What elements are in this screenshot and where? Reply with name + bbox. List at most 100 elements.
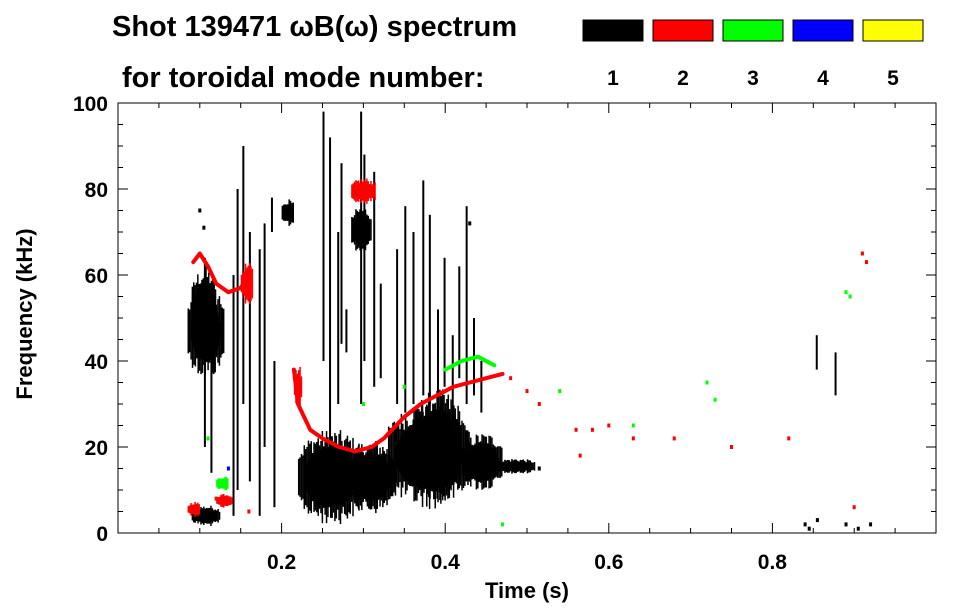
series-1-streak-7 <box>263 223 266 447</box>
y-axis-label: Frequency (kHz) <box>12 228 37 399</box>
legend-swatch-2 <box>652 19 714 42</box>
series-3-point-9 <box>206 436 210 441</box>
series-2-point-8 <box>730 445 733 449</box>
series-3-point-7 <box>361 402 365 406</box>
series-3-curve-0 <box>443 354 497 372</box>
x-tick-label: 0.2 <box>267 551 296 574</box>
series-3-point-8 <box>402 384 406 389</box>
series-1-streak-1 <box>210 283 213 473</box>
series-2-point-4 <box>590 427 594 432</box>
chart-subtitle: for toroidal mode number: <box>122 62 485 94</box>
series-2-curve-3 <box>353 187 374 200</box>
series-1-point-3 <box>844 522 848 527</box>
series-1-point-9 <box>537 466 541 471</box>
series-2-point-14 <box>247 509 251 514</box>
series-3-point-1 <box>844 290 848 295</box>
series-1-streak-2 <box>232 275 235 516</box>
y-tick-label: 20 <box>85 437 108 460</box>
series-1-point-8 <box>468 221 472 226</box>
series-2-point-6 <box>631 436 635 441</box>
y-tick-label: 60 <box>85 265 108 288</box>
series-2-point-9 <box>787 436 791 441</box>
series-3-point-3 <box>705 380 709 385</box>
series-2-point-13 <box>214 496 218 501</box>
x-tick-label: 0.8 <box>758 551 788 574</box>
axis-ticks: 0.2 0.4 0.6 0.8 0 20 40 60 80 100 <box>73 93 936 574</box>
data-layer <box>187 111 873 531</box>
series-1-streak-27 <box>458 266 461 379</box>
series-2-point-15 <box>578 453 582 458</box>
series-1-streak-24 <box>437 309 440 422</box>
series-1-point-4 <box>856 526 860 531</box>
series-1-point-0 <box>803 522 807 527</box>
legend-label-4: 4 <box>817 67 829 90</box>
series-4-point-0 <box>226 466 230 471</box>
series-1-streak-17 <box>373 171 376 387</box>
series-1-streak-19 <box>396 249 399 404</box>
series-1-blob-4 <box>347 441 397 514</box>
legend-label-2: 2 <box>677 67 689 90</box>
series-1-point-2 <box>815 518 819 523</box>
x-tick-label: 0.4 <box>431 551 461 574</box>
series-2-point-5 <box>607 423 611 428</box>
series-3-point-6 <box>558 389 562 394</box>
series-1-streak-20 <box>404 206 407 413</box>
series-2-point-11 <box>864 260 868 265</box>
series-2-curve-0 <box>191 251 251 295</box>
series-3-point-4 <box>713 397 717 402</box>
series-1-streak-8 <box>273 361 276 508</box>
legend-swatch-3 <box>722 19 784 42</box>
legend-swatch-4 <box>792 19 854 42</box>
series-1-streak-13 <box>340 163 343 344</box>
series-1-streak-11 <box>329 137 332 447</box>
series-1-streak-16 <box>363 154 366 361</box>
legend-label-3: 3 <box>747 67 759 90</box>
series-1-streak-21 <box>412 232 415 404</box>
series-2-point-0 <box>509 376 513 381</box>
series-2-curve-2 <box>385 371 505 437</box>
series-1-streak-31 <box>815 335 818 370</box>
legend-label-1: 1 <box>607 67 619 90</box>
series-1-point-7 <box>202 225 206 230</box>
series-1-streak-22 <box>422 180 425 396</box>
legend-swatch-5 <box>862 19 924 42</box>
legend: 1 2 3 4 5 <box>582 19 924 90</box>
series-1-blob-10 <box>281 199 295 226</box>
series-3-point-0 <box>500 522 504 527</box>
series-1-blob-6 <box>412 389 462 501</box>
series-3-point-2 <box>848 294 852 299</box>
series-2-curve-1 <box>291 367 394 454</box>
chart-title: Shot 139471 ωB(ω) spectrum <box>112 11 517 43</box>
y-tick-label: 40 <box>85 351 108 374</box>
series-1-streak-30 <box>480 361 483 413</box>
series-1-streak-0 <box>203 257 206 447</box>
y-tick-label: 80 <box>85 179 108 202</box>
series-3-point-5 <box>631 423 635 428</box>
series-1-point-5 <box>869 522 873 527</box>
series-2-point-1 <box>525 389 529 394</box>
series-2-point-3 <box>574 427 578 432</box>
series-2-blob-3 <box>216 493 233 508</box>
legend-label-5: 5 <box>887 67 899 90</box>
series-3-blob-0 <box>216 476 229 491</box>
series-2-blob-2 <box>187 501 200 517</box>
series-2-point-2 <box>537 402 541 406</box>
series-1-point-6 <box>198 208 202 213</box>
series-1-streak-18 <box>379 283 382 379</box>
series-1-blob-7 <box>461 434 503 490</box>
x-tick-label: 0.6 <box>594 551 623 574</box>
series-1-streak-6 <box>258 249 261 516</box>
series-1-streak-14 <box>345 309 348 353</box>
series-1-streak-3 <box>236 189 239 490</box>
legend-swatch-1 <box>582 19 644 42</box>
series-1-streak-26 <box>451 335 454 422</box>
series-1-streak-28 <box>465 206 468 404</box>
series-1-streak-10 <box>322 111 325 361</box>
y-tick-label: 0 <box>96 523 108 546</box>
series-1-blob-8 <box>494 459 536 474</box>
series-1-streak-25 <box>443 257 446 387</box>
series-2-point-12 <box>852 505 856 510</box>
series-1-streak-9 <box>270 197 273 232</box>
y-tick-label: 100 <box>73 93 108 116</box>
